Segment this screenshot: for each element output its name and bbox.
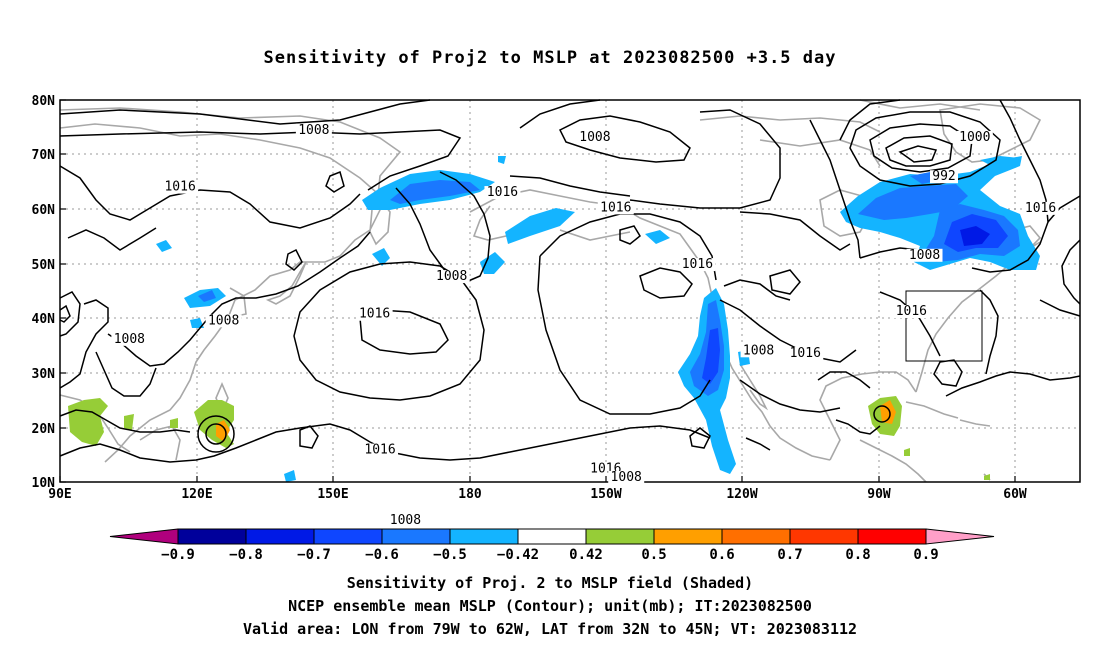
contour-label: 1016 [1025, 201, 1056, 216]
contour-label-bg [608, 470, 645, 484]
contour-label: 1008 [909, 248, 940, 263]
colorbar-segment [177, 528, 247, 545]
contour-label-bg [111, 332, 148, 346]
x-axis-label: 90W [867, 487, 891, 502]
contour-label: 992 [932, 169, 955, 184]
colorbar-label: 0.42 [569, 547, 603, 563]
contour-label-bg [597, 201, 634, 215]
contour-label: 1016 [682, 257, 713, 272]
contour-label-bg [295, 123, 332, 137]
x-axis-label: 120E [181, 487, 212, 502]
colorbar-label: 0.5 [641, 547, 666, 563]
x-axis-label: 60W [1003, 487, 1027, 502]
contour-label-bg [433, 270, 470, 284]
contour-label: 1008 [208, 313, 239, 328]
contour-label: 1016 [364, 443, 395, 458]
y-axis-label: 30N [32, 367, 56, 382]
contour-label-bg [906, 248, 943, 262]
contour-label-bg [740, 344, 777, 358]
colorbar-segment [789, 528, 859, 545]
colorbar-segment [245, 528, 315, 545]
contour-label: 1016 [359, 307, 390, 322]
contour-label: 1016 [600, 200, 631, 215]
contour-label-bg [679, 258, 716, 272]
contour-label-bg [787, 347, 824, 361]
contour-label: 1008 [743, 343, 774, 358]
x-axis-label: 90E [48, 487, 71, 502]
colorbar-label: −0.9 [161, 547, 195, 563]
contour-label: 1016 [896, 304, 927, 319]
contour-labels: 1008 1016 1008 1016 1016 1000 992 1016 1008 1016 1… [111, 123, 1059, 528]
colorbar-upper-triangle [925, 528, 995, 545]
contour-label: 1008 [390, 513, 421, 528]
contour-label: 1016 [487, 185, 518, 200]
contour-label: 1008 [114, 332, 145, 347]
colorbar-segment [585, 528, 655, 545]
chart-title: Sensitivity of Proj2 to MSLP at 20230825… [263, 48, 837, 68]
contour-label-bg [162, 180, 199, 194]
contour-label-bg [930, 170, 958, 184]
plot-frame [59, 99, 1081, 483]
colorbar-label: −0.8 [229, 547, 263, 563]
contour-label: 1000 [959, 130, 990, 145]
colorbar-label: 0.8 [845, 547, 870, 563]
colorbar-label: −0.5 [433, 547, 467, 563]
colorbar-label: −0.6 [365, 547, 399, 563]
y-axis-label: 10N [32, 476, 56, 491]
contour-label: 1016 [164, 180, 195, 195]
y-axis-labels: 80N 70N 60N 50N 40N 30N 20N 10N [32, 94, 56, 491]
y-axis-label: 60N [32, 203, 56, 218]
contour-label-bg [893, 305, 930, 319]
contour-label: 1008 [579, 130, 610, 145]
x-axis-label: 150E [317, 487, 348, 502]
y-axis-label: 20N [32, 422, 56, 437]
colorbar-label: 0.7 [777, 547, 802, 563]
colorbar-label: −0.7 [297, 547, 331, 563]
colorbar-label: 0.6 [709, 547, 734, 563]
contour-label-bg [1022, 201, 1059, 215]
x-axis-labels: 90E 120E 150E 180 150W 120W 90W 60W [48, 487, 1027, 502]
x-axis-label: 180 [458, 487, 482, 502]
grid-lines [60, 100, 1080, 482]
caption-shaded: Sensitivity of Proj. 2 to MSLP field (Sh… [346, 574, 754, 592]
colorbar-segment [449, 528, 519, 545]
y-axis-label: 70N [32, 148, 56, 163]
contour-label-bg [956, 130, 993, 144]
colorbar: −0.9 −0.8 −0.7 −0.6 −0.5 −0.42 0.42 0.5 0.6 0.7 0.… [109, 528, 995, 563]
contour-label: 1016 [790, 346, 821, 361]
valid-area-box [905, 290, 983, 362]
colorbar-segment [857, 528, 927, 545]
y-axis-label: 40N [32, 312, 56, 327]
colorbar-segment [313, 528, 383, 545]
contour-label: 1008 [436, 269, 467, 284]
x-axis-label: 120W [726, 487, 757, 502]
contour-label-bg [205, 314, 242, 328]
mslp-contours [59, 99, 1081, 463]
colorbar-label: −0.42 [497, 547, 539, 563]
contour-label-bg [356, 307, 393, 321]
contour-label-bg [484, 186, 521, 200]
colorbar-segment [381, 528, 451, 545]
contour-label-bg [576, 130, 613, 144]
colorbar-label: 0.9 [913, 547, 938, 563]
colorbar-segment [653, 528, 723, 545]
contour-label-bg [362, 443, 399, 457]
caption-valid-area: Valid area: LON from 79W to 62W, LAT fro… [242, 620, 858, 638]
y-axis-label: 50N [32, 258, 56, 273]
caption-contour: NCEP ensemble mean MSLP (Contour); unit(… [288, 597, 812, 615]
colorbar-lower-triangle [109, 528, 179, 545]
colorbar-segment [721, 528, 791, 545]
contour-label-bg [387, 514, 424, 528]
contour-label: 1008 [611, 470, 642, 485]
contour-label: 1008 [298, 123, 329, 138]
x-axis-label: 150W [590, 487, 621, 502]
colorbar-segment [517, 528, 587, 545]
y-axis-label: 80N [32, 94, 56, 109]
tick-marks [59, 99, 1016, 483]
